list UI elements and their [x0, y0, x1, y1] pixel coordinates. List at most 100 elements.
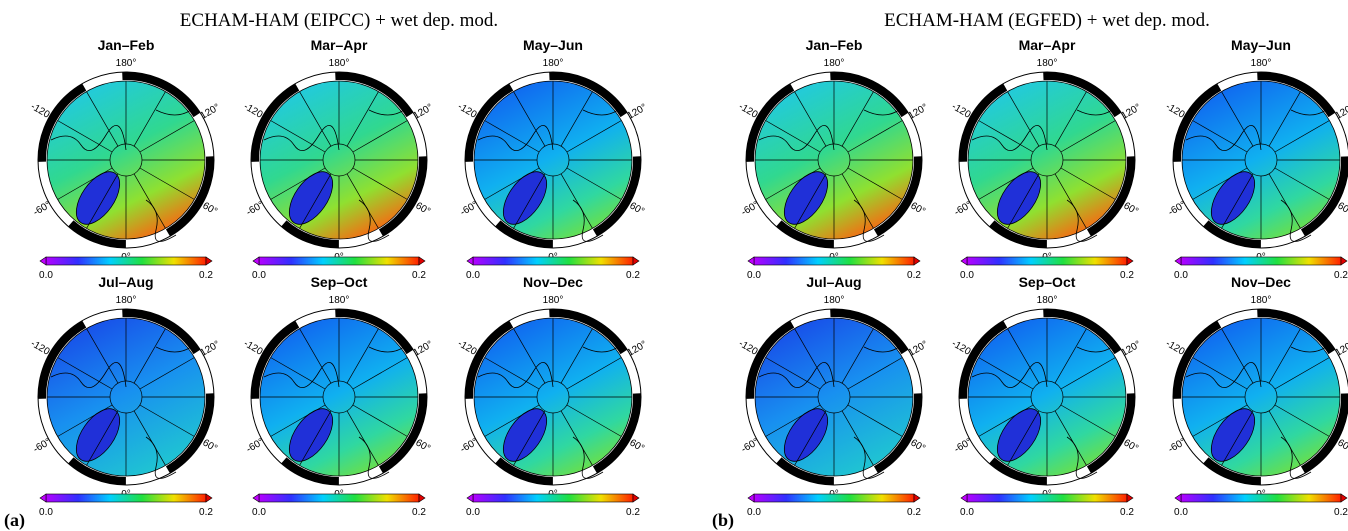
colorbar-max: 0.2: [199, 507, 213, 518]
colorbar-max: 0.2: [907, 507, 921, 518]
lon-label: 180°: [543, 58, 564, 69]
meridian: [1221, 173, 1254, 229]
map-title: May–Jun: [1231, 37, 1291, 53]
lon-label: 120°: [199, 102, 222, 122]
colorbar-end: [960, 493, 968, 503]
map-ring: [959, 72, 1135, 248]
meridian: [352, 404, 408, 437]
meridian: [352, 120, 408, 153]
colorbar-max: 0.2: [412, 270, 426, 281]
map-ring: [38, 72, 214, 248]
map-ring: [465, 72, 641, 248]
meridian: [1192, 120, 1248, 153]
colorbar-min: 0.0: [39, 270, 53, 281]
lon-label: -120°: [29, 101, 55, 123]
meridian: [299, 410, 332, 466]
meridian: [1060, 357, 1116, 390]
colorbar-min: 0.0: [747, 507, 761, 518]
lon-label: -120°: [242, 338, 268, 360]
map-title: Jul–Aug: [98, 274, 153, 290]
greenland: [75, 408, 121, 462]
map-title: Sep–Oct: [311, 274, 368, 290]
greenland: [288, 171, 334, 225]
colorbar-min: 0.0: [747, 270, 761, 281]
meridian: [133, 91, 166, 147]
greenland: [783, 171, 829, 225]
meridian: [1192, 404, 1248, 437]
colorbar: [966, 256, 1128, 266]
greenland: [996, 408, 1042, 462]
meridian: [794, 173, 827, 229]
lon-label: 120°: [1120, 339, 1143, 359]
meridian: [352, 357, 408, 390]
lon-label: 120°: [907, 339, 930, 359]
map-title: Jan–Feb: [98, 37, 155, 53]
colorbar-min: 0.0: [960, 270, 974, 281]
lon-label: 120°: [907, 102, 930, 122]
lon-label: 180°: [116, 58, 137, 69]
map-title: Sep–Oct: [1019, 274, 1076, 290]
greenland: [783, 408, 829, 462]
lon-label: 180°: [116, 295, 137, 306]
lon-label: -120°: [242, 101, 268, 123]
colorbar-end: [466, 493, 474, 503]
meridian: [139, 120, 195, 153]
meridian: [1060, 167, 1116, 200]
colorbar-end: [418, 493, 426, 503]
greenland: [1210, 171, 1256, 225]
lon-label: -120°: [737, 101, 763, 123]
lon-label: 120°: [626, 339, 649, 359]
meridian: [346, 410, 379, 466]
colorbar-end: [418, 256, 426, 266]
colorbar: [1180, 256, 1342, 266]
colorbar-min: 0.0: [1174, 270, 1188, 281]
colorbar-max: 0.2: [626, 507, 640, 518]
map-title: Jul–Aug: [806, 274, 861, 290]
meridian: [139, 357, 195, 390]
lon-label: 180°: [1037, 58, 1058, 69]
colorbar-end: [913, 256, 921, 266]
greenland: [502, 408, 548, 462]
meridian: [1221, 91, 1254, 147]
greenland: [75, 171, 121, 225]
meridian: [299, 328, 332, 384]
meridian: [1221, 328, 1254, 384]
meridian: [794, 328, 827, 384]
meridian: [847, 357, 903, 390]
meridian: [1007, 173, 1040, 229]
meridian: [978, 167, 1034, 200]
parallel: [1030, 380, 1064, 414]
colorbar: [258, 256, 420, 266]
meridian: [57, 357, 113, 390]
colorbar: [45, 256, 207, 266]
meridian: [978, 357, 1034, 390]
meridian: [513, 328, 546, 384]
colorbar-max: 0.2: [1334, 270, 1348, 281]
meridian: [270, 167, 326, 200]
map-ring: [38, 309, 214, 485]
map-ring: [1173, 309, 1348, 485]
meridian: [1054, 173, 1087, 229]
meridian: [1060, 120, 1116, 153]
colorbar-end: [1340, 493, 1348, 503]
colorbar-end: [1126, 493, 1134, 503]
meridian: [1054, 410, 1087, 466]
meridian: [1221, 410, 1254, 466]
meridian: [560, 410, 593, 466]
meridian: [484, 120, 540, 153]
meridian: [1268, 410, 1301, 466]
meridian: [513, 410, 546, 466]
meridian: [57, 404, 113, 437]
colorbar-end: [205, 256, 213, 266]
meridian: [1274, 404, 1330, 437]
meridian: [1192, 167, 1248, 200]
parallel: [817, 380, 851, 414]
meridian: [566, 357, 622, 390]
meridian: [841, 328, 874, 384]
colorbar-max: 0.2: [1120, 270, 1134, 281]
panel-label: (a): [4, 510, 25, 531]
